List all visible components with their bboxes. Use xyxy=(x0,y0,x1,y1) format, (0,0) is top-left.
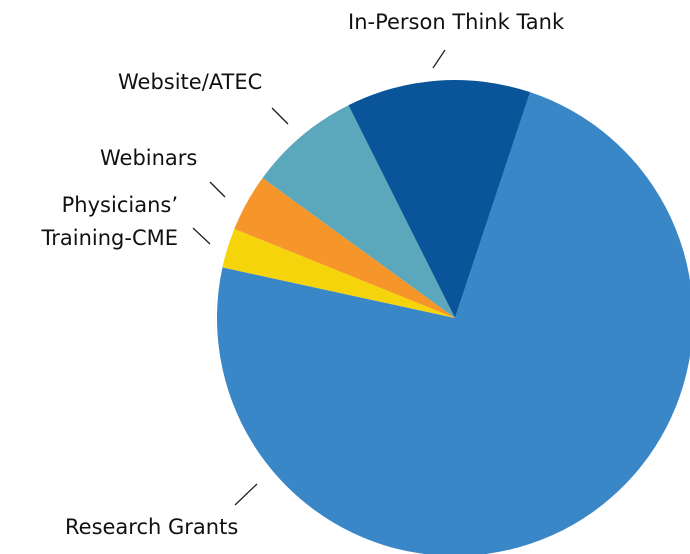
leader-line xyxy=(432,49,446,69)
leader-line xyxy=(234,483,258,506)
leader-line xyxy=(209,181,226,198)
pie-slice xyxy=(222,228,455,318)
pie-slice xyxy=(262,105,455,319)
slice-label: Webinars xyxy=(100,146,198,170)
slice-label: Website/ATEC xyxy=(118,70,263,94)
slice-label: Research Grants xyxy=(65,515,239,539)
pie-slice xyxy=(234,177,455,318)
slice-label: In-Person Think Tank xyxy=(348,10,565,34)
pie-slice xyxy=(216,92,690,554)
pie-slice xyxy=(348,80,531,319)
leader-line xyxy=(271,107,289,125)
slice-label: Physicians’ Training-CME xyxy=(41,193,179,250)
leader-line xyxy=(192,227,211,245)
